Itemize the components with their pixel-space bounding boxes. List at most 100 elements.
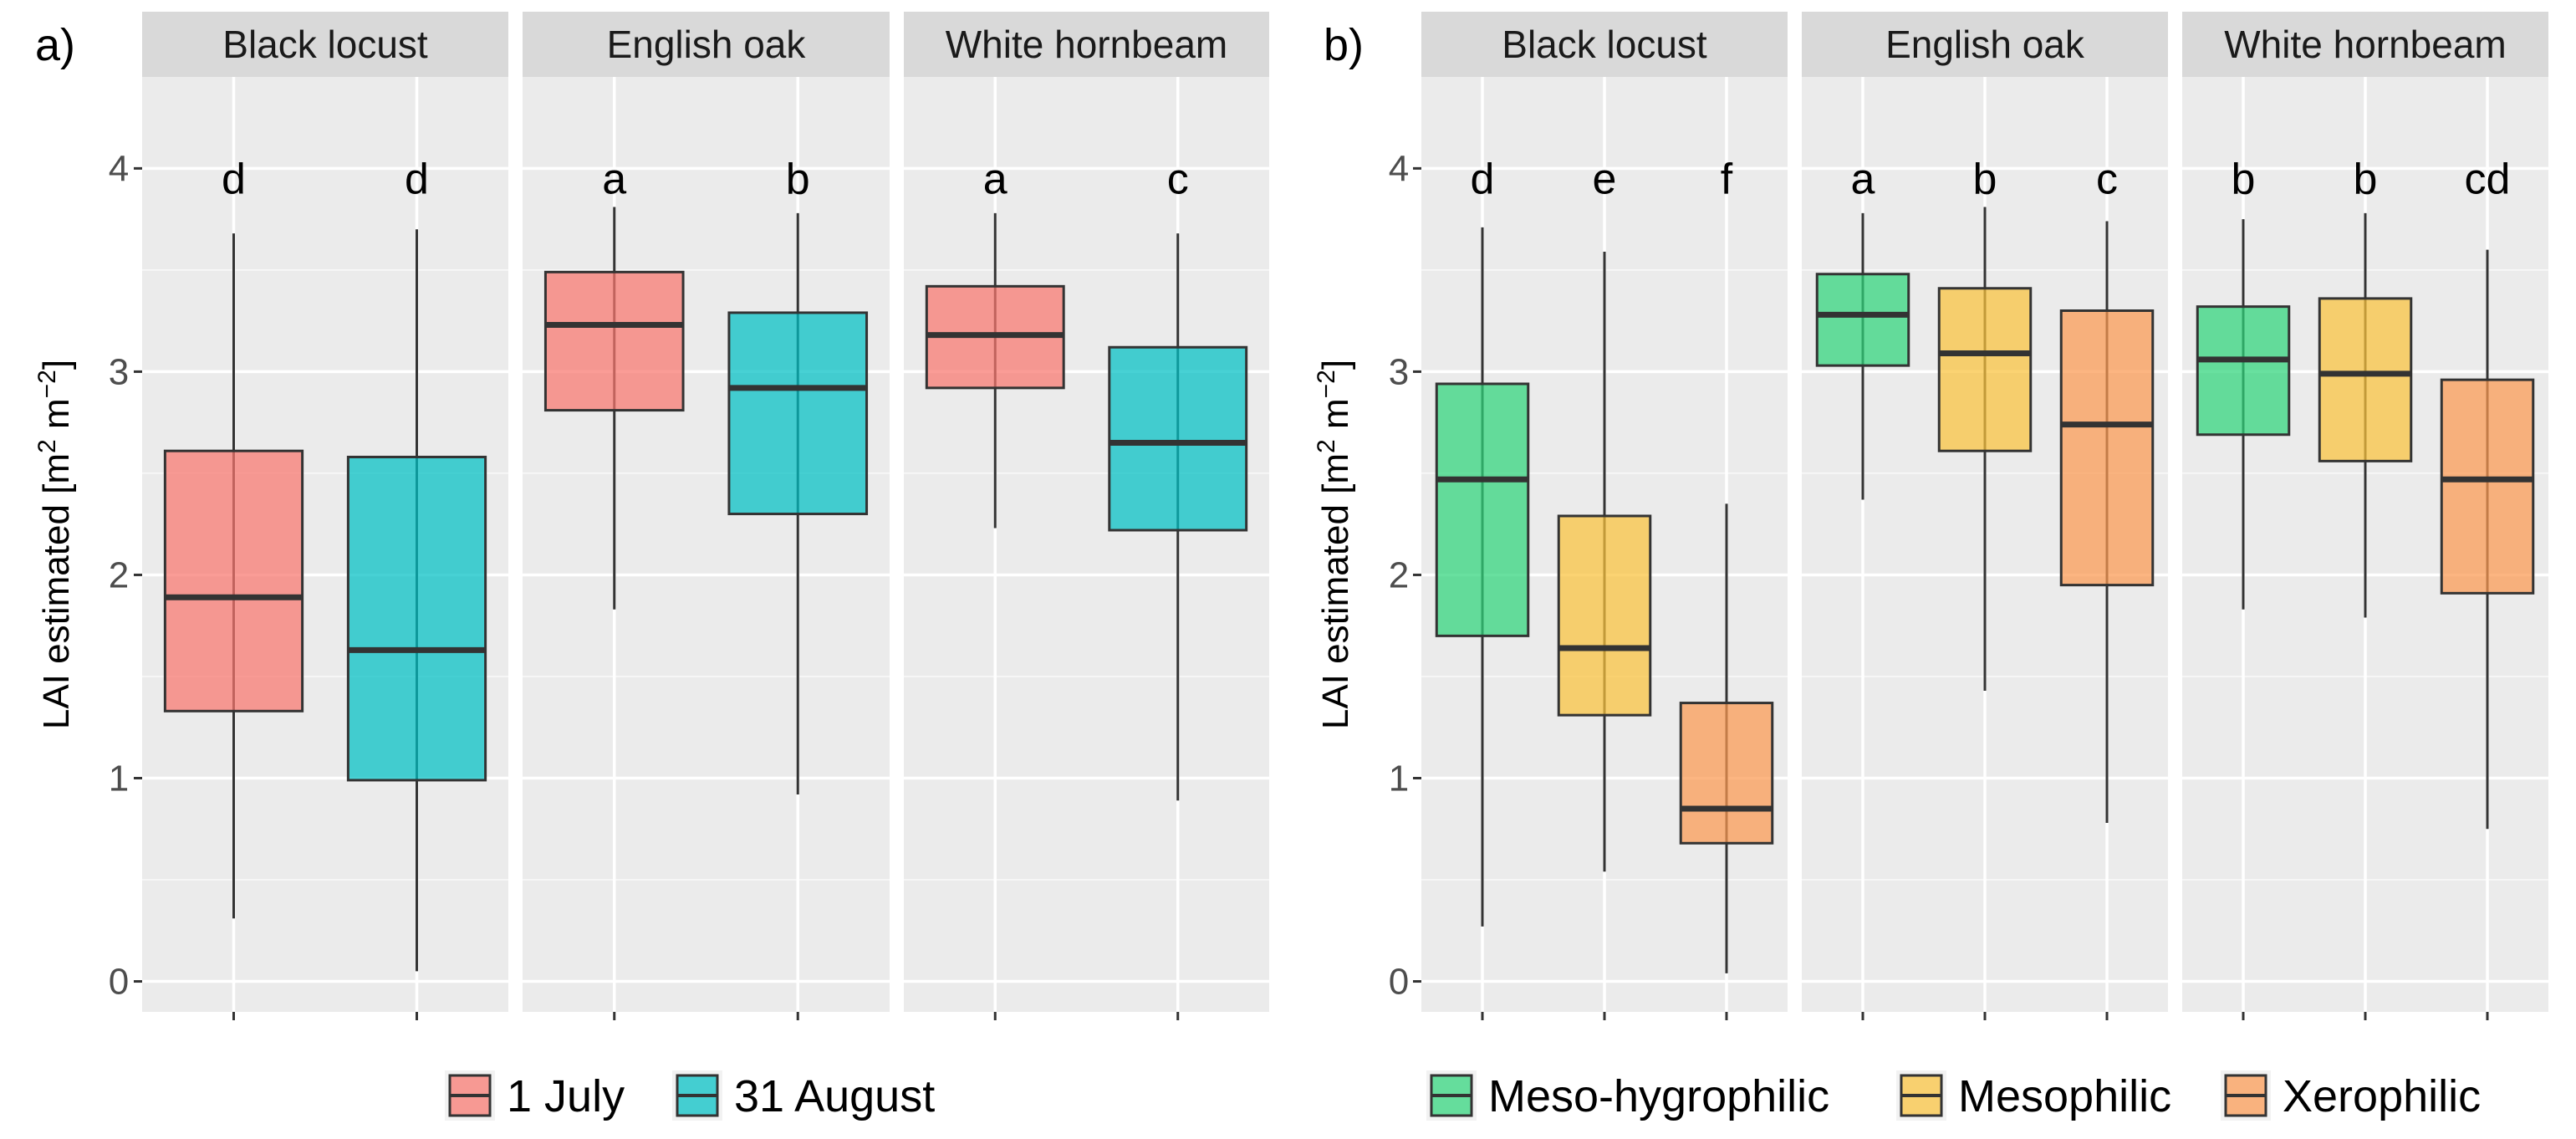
box-31-august: d [346,156,487,972]
facet-background [904,77,1269,1012]
facet-strip [142,12,508,77]
legend: Meso-hygrophilic Mesophilic Xerophilic [1426,1070,2481,1121]
facet-strip [1421,12,1788,77]
significance-letter: d [405,156,429,204]
chart-panel-a: a) Black locust d d English oak a b White hornb… [33,12,1269,1121]
box-iqr [163,449,304,713]
y-tick-label: 0 [109,962,129,1003]
facet-background [523,77,890,1012]
facet-strip-title: White hornbeam [2224,23,2507,66]
y-tick-label: 4 [1389,148,1409,189]
facet-strip [2182,12,2548,77]
box-iqr [1679,702,1774,845]
box-1-july: d [163,156,304,919]
y-axis-title-part: LAI estimated [1315,494,1356,729]
facet-strip-title: English oak [607,23,807,66]
box-iqr [1937,287,2033,452]
facet-strip-title: Black locust [1502,23,1707,66]
y-tick-label: 1 [109,758,129,799]
box-meso-hygrophilic: a [1815,156,1910,500]
legend-label: Xerophilic [2283,1071,2481,1121]
y-tick-label: 2 [109,554,129,595]
facet-english-oak: English oak a b c [1802,12,2168,1020]
legend-label: Meso-hygrophilic [1488,1071,1829,1121]
significance-letter: e [1593,156,1617,204]
box-iqr [1815,273,1910,367]
y-axis-title: LAI estimated [m2 m−2] [33,360,78,729]
box-31-august: c [1108,156,1248,801]
legend-item: Meso-hygrophilic [1426,1070,1829,1121]
box-1-july: a [925,156,1065,529]
significance-letter: b [1973,156,1997,204]
facet-strip-title: English oak [1885,23,2085,66]
box-meso-hygrophilic: d [1435,156,1530,927]
box-iqr [346,455,487,782]
legend-label: Mesophilic [1958,1071,2171,1121]
y-axis-title-superscript: −2 [33,370,61,398]
y-tick-label: 3 [109,351,129,392]
significance-letter: b [786,156,810,204]
y-axis-title-part: m [1315,398,1356,439]
significance-letter: cd [2465,156,2511,204]
box-iqr [1435,382,1530,637]
y-tick-label: 4 [109,148,129,189]
box-iqr [727,311,869,516]
y-axis-title-superscript: 2 [1313,439,1340,453]
significance-letter: a [602,156,626,204]
facet-strip [523,12,890,77]
chart-panel-b: b) Black locust d e f English oak a b c White hor… [1313,12,2548,1121]
facet-black-locust: Black locust d e f [1421,12,1788,1020]
legend-item: Xerophilic [2221,1070,2481,1121]
box-xerophilic: f [1679,156,1774,973]
y-axis-title-part: [m [1315,453,1356,494]
legend-item: Mesophilic [1896,1070,2171,1121]
box-mesophilic: b [1937,156,2033,691]
significance-letter: b [2354,156,2378,204]
y-axis-title-superscript: 2 [33,439,61,453]
y-axis-title: LAI estimated [m2 m−2] [1313,360,1357,729]
significance-letter: a [1851,156,1875,204]
box-iqr [543,270,685,412]
box-mesophilic: b [2318,156,2413,618]
y-tick-label: 1 [1389,758,1409,799]
y-axis-title-part: ] [36,360,77,370]
y-axis-title-superscript: −2 [1313,370,1340,398]
significance-letter: d [222,156,246,204]
significance-letter: c [2096,156,2118,204]
legend-label: 1 July [507,1071,625,1121]
box-iqr [1108,345,1248,532]
box-xerophilic: cd [2440,156,2535,830]
box-iqr [2059,309,2155,587]
facet-strip-title: Black locust [222,23,428,66]
y-axis-title-part: ] [1315,360,1356,370]
panel-label: b) [1324,20,1364,70]
y-axis-title-part: m [36,398,77,439]
legend: 1 July 31 August [445,1070,935,1121]
box-31-august: b [727,156,869,794]
facet-white-hornbeam: White hornbeam b b cd [2182,12,2548,1020]
box-iqr [2440,378,2535,595]
significance-letter: c [1167,156,1189,204]
box-iqr [2318,297,2413,462]
box-1-july: a [543,156,685,610]
y-axis-title-part: [m [36,453,77,494]
significance-letter: a [983,156,1007,204]
facet-strip-title: White hornbeam [946,23,1228,66]
box-iqr [2196,305,2291,437]
facet-black-locust: Black locust d d [142,12,508,1020]
legend-label: 31 August [734,1071,935,1121]
significance-letter: f [1721,156,1733,204]
significance-letter: d [1471,156,1495,204]
facet-strip [1802,12,2168,77]
box-meso-hygrophilic: b [2196,156,2291,610]
facet-english-oak: English oak a b [523,12,890,1020]
legend-item: 1 July [445,1070,625,1121]
significance-letter: b [2232,156,2256,204]
panel-label: a) [35,20,75,70]
box-iqr [1557,514,1652,717]
facet-strip [904,12,1269,77]
facet-white-hornbeam: White hornbeam a c [904,12,1269,1020]
y-tick-label: 0 [1389,962,1409,1003]
y-tick-label: 2 [1389,554,1409,595]
